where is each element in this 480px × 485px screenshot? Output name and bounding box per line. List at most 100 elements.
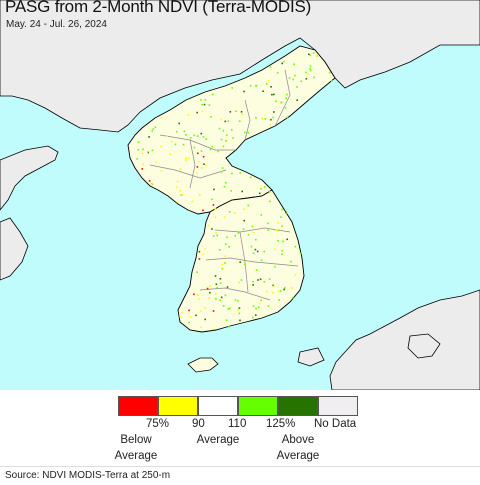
anomaly-pixel <box>198 250 201 253</box>
legend-swatch-well-below <box>118 396 158 416</box>
anomaly-pixel <box>226 134 228 136</box>
anomaly-pixel <box>212 93 214 96</box>
anomaly-pixel <box>196 135 199 137</box>
anomaly-pixel <box>262 90 264 92</box>
anomaly-pixel <box>219 278 222 280</box>
anomaly-pixel <box>255 307 257 310</box>
anomaly-pixel <box>267 222 269 225</box>
legend-tick-75: 75% <box>146 418 170 430</box>
map-title: PASG from 2-Month NDVI (Terra-MODIS) <box>5 0 312 16</box>
anomaly-pixel <box>201 110 204 113</box>
anomaly-pixel <box>148 136 150 138</box>
legend-below-line2: Average <box>114 450 158 462</box>
anomaly-pixel <box>216 286 218 289</box>
anomaly-pixel <box>285 211 287 214</box>
anomaly-pixel <box>222 305 225 307</box>
anomaly-pixel <box>221 263 223 266</box>
anomaly-pixel <box>201 167 203 169</box>
anomaly-pixel <box>203 163 205 165</box>
anomaly-pixel <box>263 250 265 253</box>
anomaly-pixel <box>224 262 226 264</box>
anomaly-pixel <box>268 278 271 280</box>
anomaly-pixel <box>247 234 250 236</box>
japan-island-2 <box>297 347 325 367</box>
anomaly-pixel <box>309 68 311 70</box>
anomaly-pixel <box>237 232 240 234</box>
anomaly-pixel <box>171 140 173 143</box>
anomaly-pixel <box>294 273 297 276</box>
anomaly-pixel <box>197 294 199 296</box>
anomaly-pixel <box>176 180 179 183</box>
anomaly-pixel <box>214 207 216 210</box>
anomaly-pixel <box>202 209 204 212</box>
anomaly-pixel <box>309 69 312 72</box>
anomaly-pixel <box>239 261 241 263</box>
anomaly-pixel <box>228 246 230 248</box>
legend: 75% 90 110 125% No Data Below Average Av… <box>0 390 480 465</box>
anomaly-pixel <box>260 214 263 216</box>
anomaly-pixel <box>254 248 257 251</box>
anomaly-pixel <box>216 234 218 237</box>
anomaly-pixel <box>179 190 182 192</box>
anomaly-pixel <box>215 232 217 234</box>
anomaly-pixel <box>211 198 213 201</box>
legend-below-average: Below Average <box>112 432 160 464</box>
anomaly-pixel <box>197 298 200 300</box>
anomaly-pixel <box>293 63 295 66</box>
anomaly-pixel <box>312 52 315 54</box>
anomaly-pixel <box>151 149 154 152</box>
anomaly-pixel <box>195 314 197 317</box>
anomaly-pixel <box>185 157 187 160</box>
anomaly-pixel <box>261 117 263 120</box>
anomaly-pixel <box>227 120 230 122</box>
anomaly-pixel <box>299 252 302 255</box>
anomaly-pixel <box>211 328 214 331</box>
legend-tick-90: 90 <box>192 418 205 430</box>
legend-no-data-label: No Data <box>314 418 357 430</box>
anomaly-pixel <box>234 212 236 214</box>
jeju-island <box>187 357 219 373</box>
anomaly-pixel <box>244 131 246 134</box>
anomaly-pixel <box>239 172 241 174</box>
anomaly-pixel <box>255 314 257 316</box>
anomaly-pixel <box>205 138 208 140</box>
anomaly-pixel <box>228 307 231 310</box>
anomaly-pixel <box>267 229 270 231</box>
anomaly-pixel <box>252 284 254 286</box>
china-russia-land <box>0 0 480 133</box>
anomaly-pixel <box>272 116 274 119</box>
anomaly-pixel <box>257 306 260 308</box>
anomaly-pixel <box>198 160 200 163</box>
anomaly-pixel <box>278 229 280 231</box>
anomaly-pixel <box>238 307 241 309</box>
anomaly-pixel <box>221 167 224 169</box>
anomaly-pixel <box>308 53 310 56</box>
anomaly-pixel <box>283 288 285 291</box>
anomaly-pixel <box>281 225 283 227</box>
anomaly-pixel <box>246 260 249 263</box>
anomaly-pixel <box>202 253 204 256</box>
anomaly-pixel <box>220 296 223 299</box>
anomaly-pixel <box>226 236 228 239</box>
anomaly-pixel <box>278 299 280 301</box>
anomaly-pixel <box>196 172 198 174</box>
anomaly-pixel <box>294 245 297 248</box>
anomaly-pixel <box>204 99 207 101</box>
anomaly-pixel <box>199 194 201 196</box>
anomaly-pixel <box>250 245 253 248</box>
anomaly-pixel <box>229 111 232 113</box>
anomaly-pixel <box>265 83 268 85</box>
anomaly-pixel <box>151 130 153 132</box>
anomaly-pixel <box>296 99 298 101</box>
anomaly-pixel <box>239 319 241 322</box>
anomaly-pixel <box>255 117 257 119</box>
anomaly-pixel <box>268 191 271 193</box>
anomaly-pixel <box>272 284 274 287</box>
anomaly-pixel <box>183 130 186 133</box>
anomaly-pixel <box>252 231 255 234</box>
anomaly-pixel <box>270 86 272 88</box>
legend-swatch-no-data <box>318 396 358 416</box>
anomaly-pixel <box>252 316 254 319</box>
anomaly-pixel <box>211 228 213 230</box>
anomaly-pixel <box>193 146 196 149</box>
